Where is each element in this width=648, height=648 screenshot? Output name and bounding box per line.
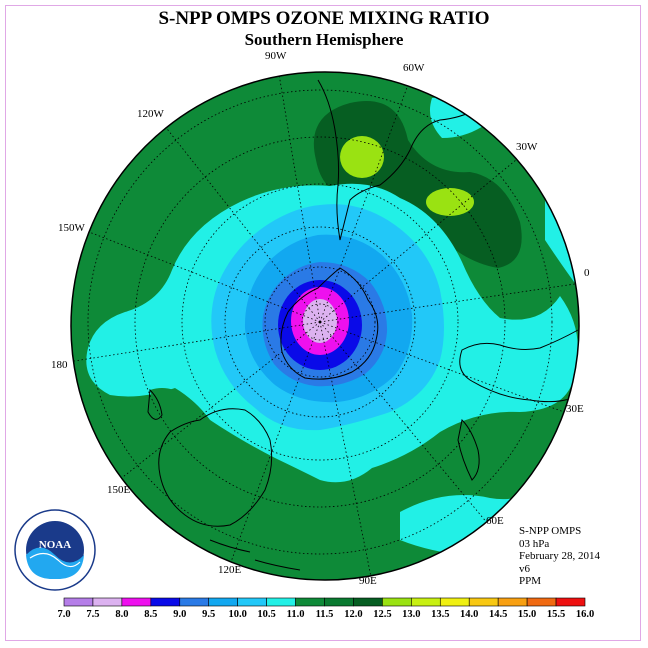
colorbar-tick-label: 15.5 xyxy=(547,609,565,620)
colorbar-swatch xyxy=(92,597,123,607)
australia-coast xyxy=(158,408,273,527)
lon-label-120w: 120W xyxy=(137,108,164,120)
colorbar-swatch xyxy=(121,597,152,607)
info-date: February 28, 2014 xyxy=(519,550,600,562)
field-patch-cyan-right xyxy=(545,200,579,290)
lon-label-60e: 60E xyxy=(486,515,504,527)
lon-label-120e: 120E xyxy=(218,564,242,576)
colorbar-tick-label: 13.5 xyxy=(431,609,449,620)
colorbar-tick-label: 8.0 xyxy=(115,609,128,620)
noaa-logo: NOAA xyxy=(14,509,96,591)
colorbar-tick-label: 15.0 xyxy=(518,609,536,620)
colorbar-swatch xyxy=(439,597,470,607)
colorbar-tick-label: 8.5 xyxy=(144,609,157,620)
figure-subtitle: Southern Hemisphere xyxy=(244,30,404,49)
lon-label-150e: 150E xyxy=(107,484,131,496)
figure-title: S-NPP OMPS OZONE MIXING RATIO xyxy=(158,8,490,29)
colorbar-swatch xyxy=(497,597,528,607)
colorbar-tick-label: 9.0 xyxy=(173,609,186,620)
figure-frame xyxy=(5,5,641,641)
colorbar-tick-label: 7.0 xyxy=(57,609,70,620)
colorbar-tick-label: 12.5 xyxy=(373,609,391,620)
colorbar-tick-label: 13.0 xyxy=(402,609,420,620)
colorbar-swatch xyxy=(411,597,441,607)
lon-label-90w: 90W xyxy=(265,50,287,62)
colorbar-swatch xyxy=(208,597,238,607)
lon-label-150w: 150W xyxy=(58,222,85,234)
field-max-south-america xyxy=(340,136,384,178)
south-america-coast xyxy=(317,79,478,241)
colorbar-tick-label: 9.5 xyxy=(202,609,215,620)
colorbar-tick-label: 10.5 xyxy=(257,609,275,620)
madagascar-coast xyxy=(457,418,480,481)
lon-label-180: 180 xyxy=(51,359,68,371)
colorbar-swatch xyxy=(295,597,325,607)
colorbar-tick-label: 11.5 xyxy=(316,609,334,620)
lon-label-0: 0 xyxy=(584,267,590,279)
info-block: S-NPP OMPS 03 hPa February 28, 2014 v6 P… xyxy=(519,525,600,588)
colorbar-swatch xyxy=(63,597,94,607)
lon-label-60w: 60W xyxy=(403,62,425,74)
svg-text:NOAA: NOAA xyxy=(39,539,71,551)
colorbar-tick-label: 14.5 xyxy=(489,609,507,620)
colorbar-swatch xyxy=(150,597,181,607)
colorbar-tick-label: 10.0 xyxy=(228,609,246,620)
lon-label-30e: 30E xyxy=(566,403,584,415)
colorbar-tick-label: 14.0 xyxy=(460,609,478,620)
info-units: PPM xyxy=(519,575,542,587)
info-level: 03 hPa xyxy=(519,537,550,550)
lon-label-30w: 30W xyxy=(516,141,538,153)
info-version: v6 xyxy=(519,562,530,575)
colorbar-swatch xyxy=(555,597,586,607)
colorbar-swatch xyxy=(266,597,296,607)
lon-label-90e: 90E xyxy=(359,575,377,587)
colorbar-swatch xyxy=(468,597,499,607)
new-zealand-coast xyxy=(147,388,163,420)
meridians xyxy=(71,72,579,580)
field-patch-green-bl xyxy=(150,388,245,475)
antarctica-coast xyxy=(280,267,379,380)
africa-coast xyxy=(459,329,579,403)
colorbar-tick-label: 11.0 xyxy=(287,609,305,620)
graticule xyxy=(87,89,553,555)
field-max-south-atlantic xyxy=(426,188,474,216)
map-boundary xyxy=(70,71,580,581)
coastlines xyxy=(147,79,579,571)
colorbar-swatch xyxy=(353,597,383,607)
colorbar-swatch xyxy=(382,597,412,607)
colorbar-swatch xyxy=(526,597,557,607)
asia-islands-coast xyxy=(209,539,301,571)
colorbar-tick-label: 12.0 xyxy=(344,609,362,620)
colorbar-swatch xyxy=(324,597,354,607)
colorbar-swatch xyxy=(237,597,267,607)
colorbar-tick-label: 16.0 xyxy=(576,609,594,620)
colorbar-swatch xyxy=(179,597,210,607)
colorbar: 7.0 7.5 8.0 8.5 9.0 9.5 10.0 10.5 11.0 11.5 12.0 12… xyxy=(57,597,594,620)
colorbar-tick-label: 7.5 xyxy=(86,609,99,620)
info-instrument: S-NPP OMPS xyxy=(519,525,582,537)
